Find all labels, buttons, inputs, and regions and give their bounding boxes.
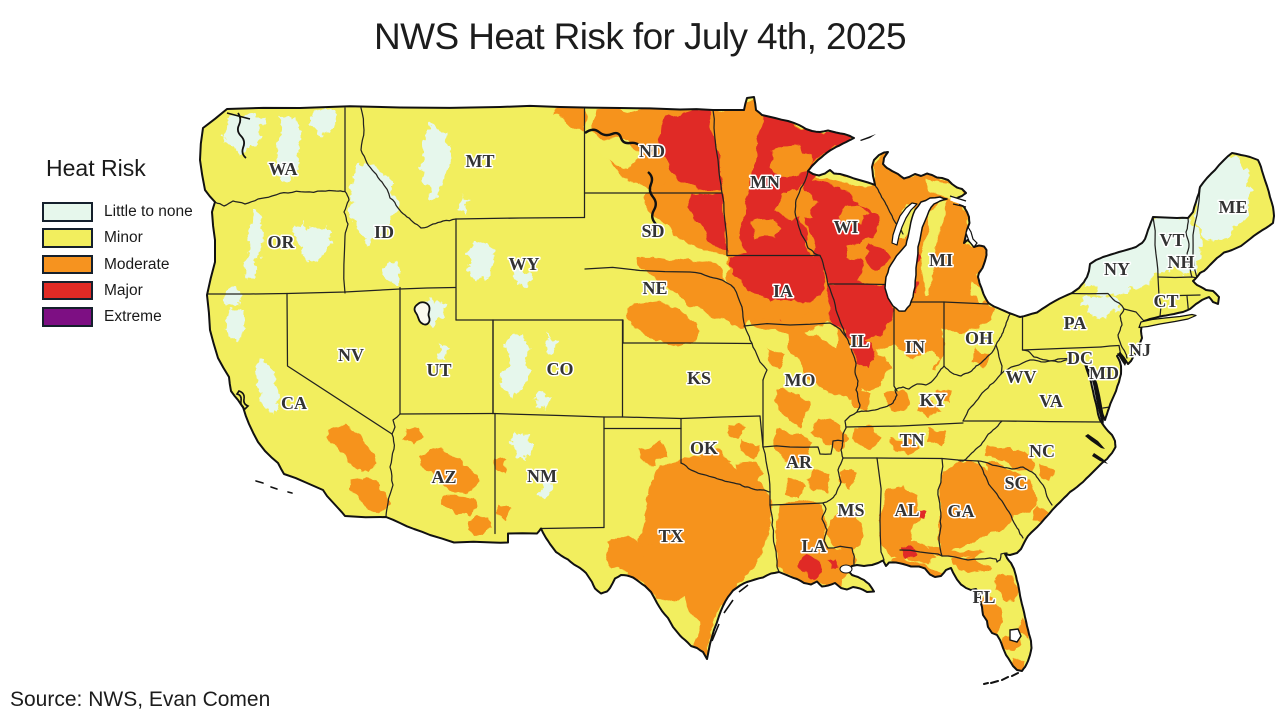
svg-text:OH: OH: [965, 328, 993, 348]
svg-text:SD: SD: [641, 221, 664, 241]
svg-text:NH: NH: [1168, 252, 1195, 272]
svg-text:MN: MN: [750, 172, 780, 192]
svg-text:WA: WA: [268, 159, 297, 179]
svg-text:AR: AR: [786, 452, 813, 472]
svg-text:IA: IA: [773, 281, 793, 301]
svg-text:NM: NM: [527, 466, 557, 486]
svg-text:ME: ME: [1219, 197, 1248, 217]
svg-text:WV: WV: [1006, 367, 1037, 387]
svg-text:UT: UT: [426, 360, 451, 380]
svg-text:KY: KY: [920, 390, 947, 410]
svg-text:MD: MD: [1089, 363, 1119, 383]
svg-text:NE: NE: [642, 278, 667, 298]
svg-text:OK: OK: [690, 438, 718, 458]
svg-text:SC: SC: [1004, 473, 1027, 493]
svg-text:MS: MS: [838, 500, 865, 520]
svg-text:NV: NV: [338, 345, 364, 365]
svg-text:ID: ID: [374, 222, 394, 242]
svg-text:MT: MT: [466, 151, 495, 171]
svg-text:ND: ND: [639, 141, 665, 161]
svg-text:IL: IL: [850, 331, 869, 351]
svg-text:KS: KS: [687, 368, 711, 388]
svg-text:LA: LA: [801, 536, 826, 556]
svg-text:TN: TN: [899, 430, 924, 450]
svg-text:MO: MO: [785, 370, 816, 390]
svg-text:CA: CA: [281, 393, 307, 413]
svg-text:MI: MI: [929, 250, 953, 270]
svg-text:WI: WI: [833, 217, 858, 237]
svg-text:VT: VT: [1159, 230, 1184, 250]
svg-text:WY: WY: [509, 254, 540, 274]
svg-text:NC: NC: [1029, 441, 1055, 461]
svg-text:AL: AL: [894, 500, 919, 520]
svg-text:CO: CO: [547, 359, 574, 379]
svg-text:VA: VA: [1039, 391, 1063, 411]
svg-text:NY: NY: [1104, 259, 1130, 279]
svg-text:FL: FL: [972, 587, 995, 607]
svg-text:IN: IN: [905, 337, 925, 357]
svg-text:OR: OR: [268, 232, 296, 252]
svg-text:GA: GA: [948, 501, 975, 521]
svg-text:DC: DC: [1067, 348, 1093, 368]
svg-text:PA: PA: [1064, 313, 1087, 333]
svg-text:CT: CT: [1153, 291, 1178, 311]
svg-text:TX: TX: [658, 526, 683, 546]
svg-text:AZ: AZ: [431, 467, 456, 487]
svg-text:NJ: NJ: [1129, 340, 1151, 360]
